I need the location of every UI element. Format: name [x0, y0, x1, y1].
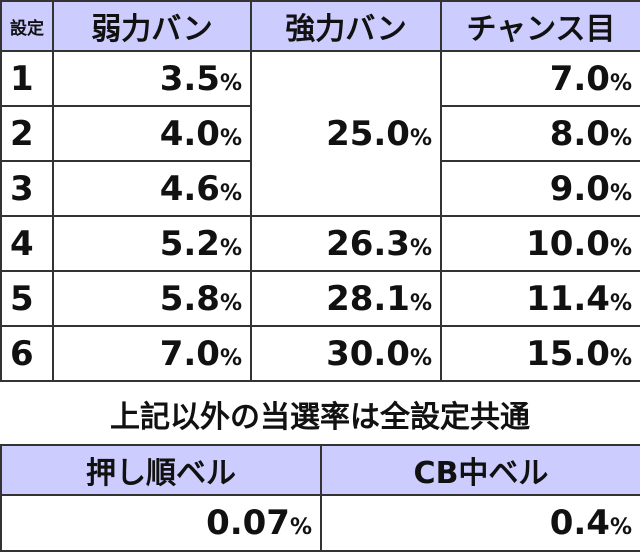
- cell: 1: [0, 50, 54, 107]
- cell-number: 2: [10, 113, 34, 154]
- cell: 30.0%: [250, 325, 442, 382]
- cell-unit: %: [609, 235, 632, 261]
- cell: 11.4%: [440, 270, 640, 327]
- cell-number: 3.5: [159, 58, 220, 99]
- cell: 5.2%: [52, 215, 252, 272]
- header-cell: 強力バン: [250, 0, 442, 52]
- cell: 2: [0, 105, 54, 162]
- cell-number: 0.07: [206, 503, 290, 543]
- header-cell: CB中ベル: [320, 444, 640, 496]
- note: 上記以外の当選率は全設定共通: [110, 400, 530, 435]
- header-row: 設定 弱力バン 強力バン チャンス目: [0, 0, 640, 52]
- cell-unit: %: [219, 345, 242, 371]
- cell-number: 5: [10, 278, 34, 319]
- cell-unit: %: [609, 345, 632, 371]
- row: 1 3.5% 25.0% 7.0%: [0, 50, 640, 217]
- cell-number: 4.6: [159, 168, 220, 209]
- cell-unit: %: [219, 235, 242, 261]
- cell-unit: %: [609, 180, 632, 206]
- row: 5 5.8% 28.1% 11.4%: [0, 270, 640, 327]
- cell: 4.6%: [52, 160, 252, 217]
- cell: 4.0%: [52, 105, 252, 162]
- header-cell: 設定: [0, 0, 54, 52]
- header-cell: 弱力バン: [52, 0, 252, 52]
- cell: 7.0%: [52, 325, 252, 382]
- cell: 26.3%: [250, 215, 442, 272]
- cell-number: 4: [10, 223, 34, 264]
- cell-number: 3: [10, 168, 34, 209]
- cell-unit: %: [409, 290, 432, 316]
- cell: 8.0%: [440, 105, 640, 162]
- cell-number: 5.2: [159, 223, 220, 264]
- cell-number: 30.0: [326, 333, 410, 374]
- cell: 25.0%: [250, 50, 442, 217]
- cell-unit: %: [609, 290, 632, 316]
- cell: 3.5%: [52, 50, 252, 107]
- cell-number: 1: [10, 58, 34, 99]
- rate-table: 設定 弱力バン 強力バン チャンス目 1 3.5% 25.0% 7.0% 2 4.0% 8.0% 3 4…: [0, 0, 640, 382]
- cell-number: 26.3: [326, 223, 410, 264]
- cell-number: 25.0: [326, 113, 410, 154]
- cell: 3: [0, 160, 54, 217]
- cell-unit: %: [289, 515, 312, 540]
- cell: 10.0%: [440, 215, 640, 272]
- cell: 28.1%: [250, 270, 442, 327]
- header-row: 押し順ベル CB中ベル: [0, 444, 640, 496]
- cell-unit: %: [609, 70, 632, 96]
- cell-number: 8.0: [549, 113, 610, 154]
- row: 6 7.0% 30.0% 15.0%: [0, 325, 640, 382]
- cell: 6: [0, 325, 54, 382]
- cell-number: 11.4: [526, 278, 610, 319]
- cell-unit: %: [219, 290, 242, 316]
- cell-number: 10.0: [526, 223, 610, 264]
- cell-number: 4.0: [159, 113, 220, 154]
- cell-unit: %: [219, 180, 242, 206]
- cell: 7.0%: [440, 50, 640, 107]
- cell-unit: %: [609, 515, 632, 540]
- cell-number: 7.0: [159, 333, 220, 374]
- cell-number: 7.0: [549, 58, 610, 99]
- header-cell: 押し順ベル: [0, 444, 322, 496]
- cell-unit: %: [219, 125, 242, 151]
- cell: 4: [0, 215, 54, 272]
- cell-number: 5.8: [159, 278, 220, 319]
- cell-unit: %: [409, 235, 432, 261]
- cell: 5.8%: [52, 270, 252, 327]
- cell-unit: %: [409, 125, 432, 151]
- cell-number: 0.4: [549, 503, 610, 543]
- cell-number: 28.1: [326, 278, 410, 319]
- cell-unit: %: [609, 125, 632, 151]
- cell-unit: %: [219, 70, 242, 96]
- row: 4 5.2% 26.3% 10.0%: [0, 215, 640, 272]
- cell: 9.0%: [440, 160, 640, 217]
- cell-number: 6: [10, 333, 34, 374]
- bell-table: 押し順ベル CB中ベル 0.07% 0.4%: [0, 444, 640, 552]
- cell: 5: [0, 270, 54, 327]
- row: 2 4.0% 8.0%: [0, 105, 640, 162]
- cell: 15.0%: [440, 325, 640, 382]
- cell-unit: %: [409, 345, 432, 371]
- row: 0.07% 0.4%: [0, 494, 640, 552]
- header-cell: チャンス目: [440, 0, 640, 52]
- cell: 0.4%: [320, 494, 640, 552]
- cell: 0.07%: [0, 494, 322, 552]
- cell-number: 15.0: [526, 333, 610, 374]
- row: 3 4.6% 9.0%: [0, 160, 640, 217]
- cell-number: 9.0: [549, 168, 610, 209]
